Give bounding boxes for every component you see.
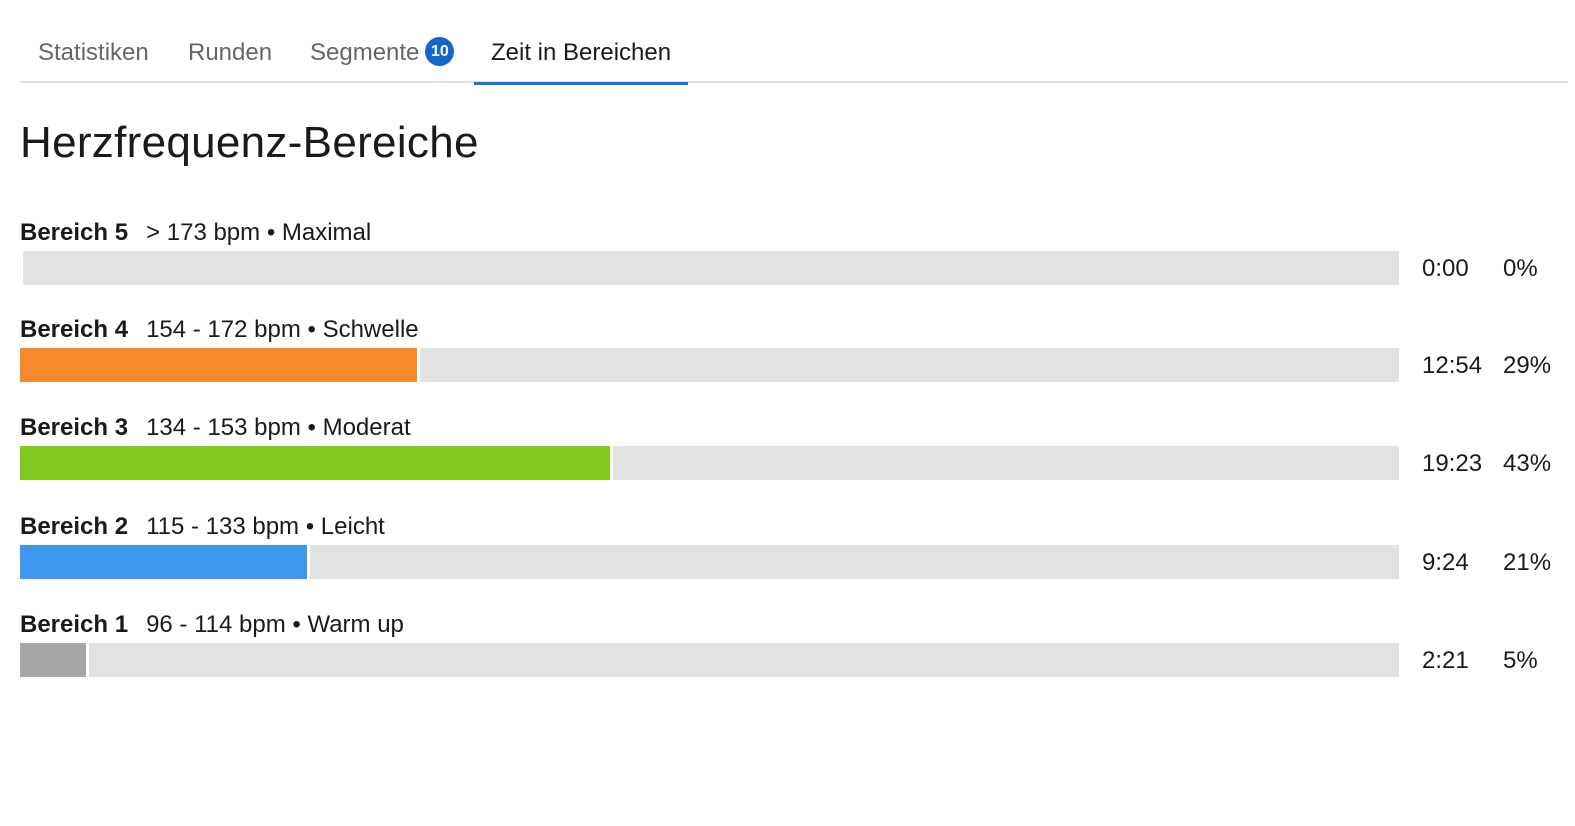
zone-percent: 43% [1503,450,1552,477]
zone-percent: 5% [1503,647,1538,674]
zone-row-2: Bereich 2 115 - 133 bpm • Leicht 9:24 21% [20,513,1568,593]
zone-bar-track [20,545,1399,579]
zone-label: Bereich 3 134 - 153 bpm • Moderat [20,414,411,444]
tab-label: Runden [188,39,273,66]
zone-row-4: Bereich 4 154 - 172 bpm • Schwelle 12:54 … [20,316,1568,396]
zone-time: 2:21 [1422,647,1469,674]
zone-time: 19:23 [1422,450,1483,477]
zone-label: Bereich 5 > 173 bpm • Maximal [20,219,371,249]
page-title: Herzfrequenz-Bereiche [20,118,479,167]
segment-count-badge: 10 [425,37,455,67]
zone-label: Bereich 4 154 - 172 bpm • Schwelle [20,316,419,346]
tab-label: Segmente [310,39,420,66]
zone-bar-fill [20,545,310,579]
zone-range: 154 - 172 bpm • Schwelle [146,316,419,343]
zone-bar-fill [20,643,89,677]
zone-label: Bereich 2 115 - 133 bpm • Leicht [20,513,385,543]
zone-percent: 29% [1503,352,1552,379]
zone-range: 115 - 133 bpm • Leicht [146,513,385,540]
tab-label: Statistiken [38,39,149,66]
zone-name: Bereich 4 [20,316,129,343]
zone-row-1: Bereich 1 96 - 114 bpm • Warm up 2:21 5% [20,611,1568,691]
tab-label: Zeit in Bereichen [491,39,672,66]
tab-segmente[interactable]: Segmente 10 [310,24,455,83]
zone-row-3: Bereich 3 134 - 153 bpm • Moderat 19:23 4… [20,414,1568,494]
zone-bar-fill [20,446,613,480]
zone-time: 12:54 [1422,352,1483,379]
zone-name: Bereich 5 [20,219,129,246]
zone-bar-fill [20,251,23,285]
tab-zeit-in-bereichen[interactable]: Zeit in Bereichen [473,24,689,85]
zone-range: > 173 bpm • Maximal [146,219,372,246]
tab-runden[interactable]: Runden [188,24,272,83]
zone-time: 0:00 [1422,255,1469,282]
zone-range: 134 - 153 bpm • Moderat [146,414,411,441]
zone-percent: 21% [1503,549,1552,576]
zone-label: Bereich 1 96 - 114 bpm • Warm up [20,611,404,641]
zone-bar-track [20,446,1399,480]
zone-row-5: Bereich 5 > 173 bpm • Maximal 0:00 0% [20,219,1568,299]
zone-name: Bereich 2 [20,513,129,540]
zone-bar-fill [20,348,420,382]
tab-bar: Statistiken Runden Segmente 10 Zeit in Be… [20,24,1568,85]
zone-range: 96 - 114 bpm • Warm up [146,611,404,638]
zone-time: 9:24 [1422,549,1469,576]
tab-statistiken[interactable]: Statistiken [38,24,149,83]
zone-bar-track [20,643,1399,677]
zone-name: Bereich 3 [20,414,129,441]
zone-bar-track [20,251,1399,285]
zone-name: Bereich 1 [20,611,129,638]
zone-percent: 0% [1503,255,1538,282]
zone-bar-track [20,348,1399,382]
